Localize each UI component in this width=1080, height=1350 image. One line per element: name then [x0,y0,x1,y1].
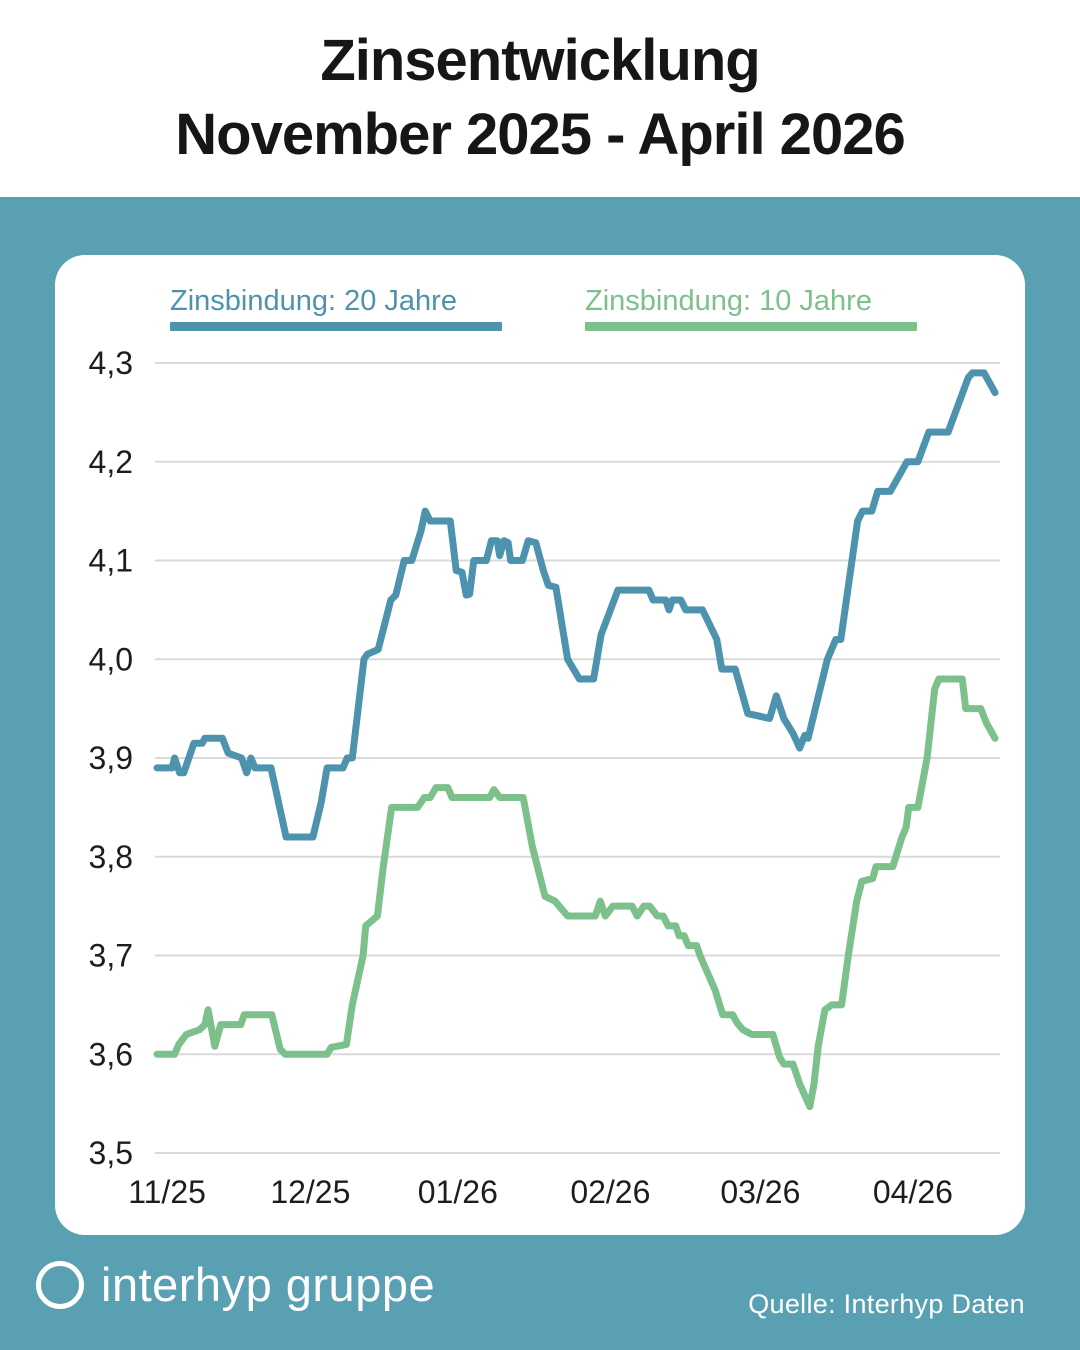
y-axis-tick-label: 4,1 [89,543,133,579]
legend-label-10-jahre: Zinsbindung: 10 Jahre [585,285,872,317]
legend-underline-10-jahre [585,322,917,331]
legend-item-20-jahre: Zinsbindung: 20 Jahre [170,285,502,331]
legend-item-10-jahre: Zinsbindung: 10 Jahre [585,285,917,331]
x-axis-tick-label: 11/25 [128,1174,206,1210]
y-axis-tick-label: 4,3 [89,345,133,381]
page-header: Zinsentwicklung November 2025 - April 20… [0,0,1080,197]
x-axis-tick-label: 02/26 [570,1174,650,1210]
y-axis-tick-label: 4,0 [89,641,133,677]
page-title-line1: Zinsentwicklung [320,28,760,93]
y-axis-tick-label: 4,2 [89,444,133,480]
legend-label-20-jahre: Zinsbindung: 20 Jahre [170,285,457,317]
y-axis-tick-label: 3,9 [89,740,133,776]
x-axis-tick-label: 04/26 [873,1174,953,1210]
y-axis-tick-label: 3,6 [89,1036,133,1072]
data-source-note: Quelle: Interhyp Daten [748,1289,1025,1319]
y-axis-tick-label: 3,7 [89,938,133,974]
page-title-line2: November 2025 - April 2026 [175,102,905,167]
legend-underline-20-jahre [170,322,502,331]
interhyp-ring-icon [36,1261,84,1309]
x-axis-tick-label: 03/26 [720,1174,800,1210]
y-axis-tick-label: 3,8 [89,839,133,875]
y-axis-tick-label: 3,5 [89,1135,133,1171]
x-axis-tick-label: 12/25 [270,1174,350,1210]
brand-logo-row: interhyp gruppe [36,1259,435,1311]
brand-name: interhyp gruppe [101,1258,436,1311]
x-axis-tick-label: 01/26 [418,1174,498,1210]
chart-area: 4,3 4,2 4,1 4,0 3,9 3,8 3,7 3,6 3,5 11/25 12/25 01/… [55,255,1025,1235]
chart-svg: 4,3 4,2 4,1 4,0 3,9 3,8 3,7 3,6 3,511/25 12/25 01/… [89,345,1000,1210]
series-line-20-jahre [153,369,999,841]
teal-background-band: Zinsbindung: 20 Jahre Zinsbindung: 10 Ja… [0,197,1080,1350]
series-line-10-jahre [153,675,999,1111]
chart-card: Zinsbindung: 20 Jahre Zinsbindung: 10 Ja… [55,255,1025,1235]
